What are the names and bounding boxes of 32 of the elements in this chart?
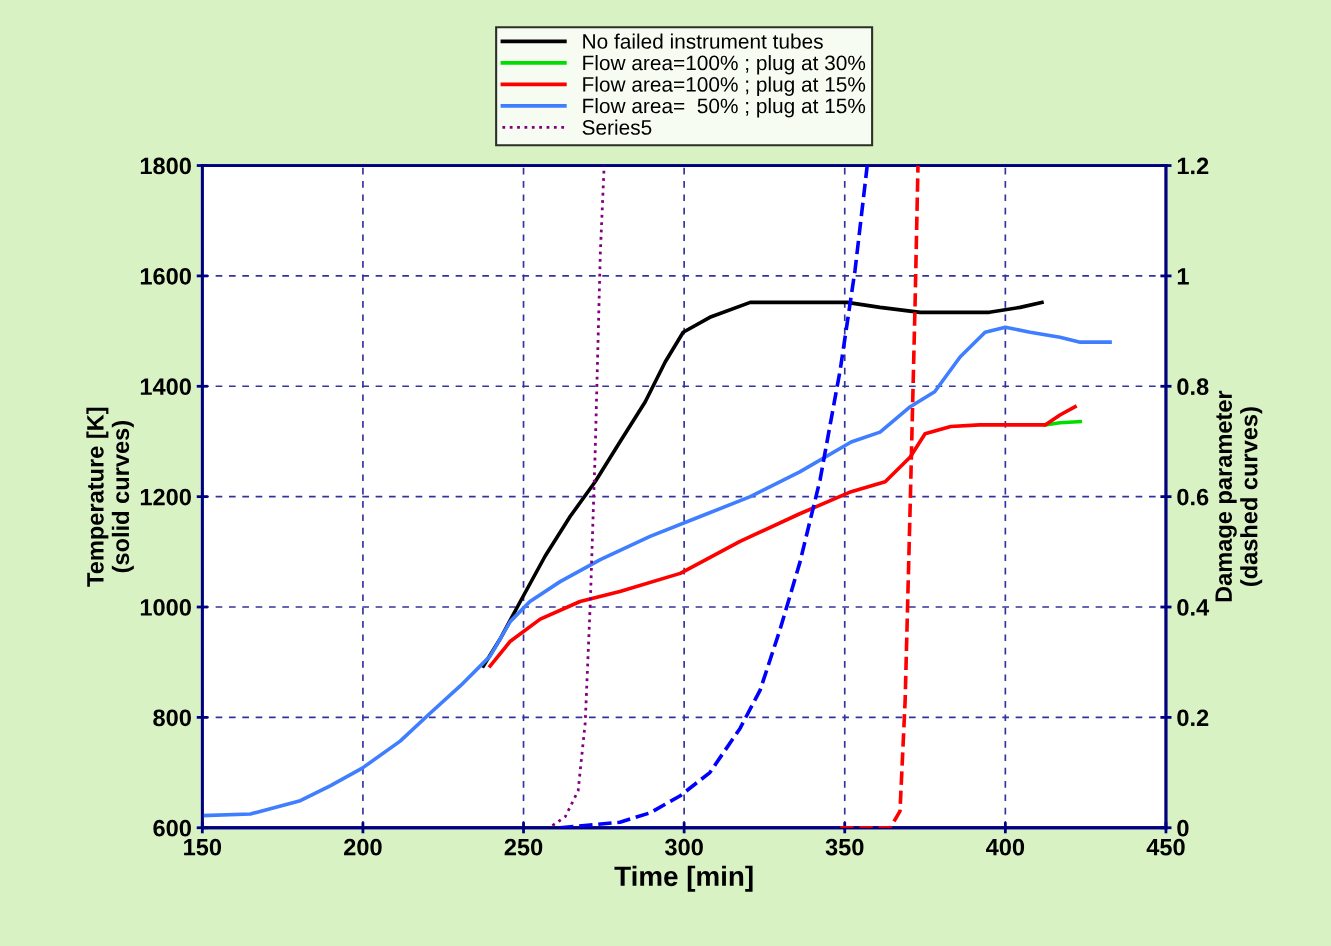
x-tick-label: 200 bbox=[344, 838, 382, 856]
y2-tick-label: 1 bbox=[1177, 268, 1189, 285]
y2-tick-label: 1.2 bbox=[1177, 157, 1209, 175]
y2-tick-label: 0.8 bbox=[1177, 378, 1209, 396]
line-series bbox=[202, 325, 1112, 818]
y2-tick-label: 0.2 bbox=[1177, 709, 1209, 727]
x-tick-label: 450 bbox=[1146, 838, 1185, 856]
y2-axis-title: Damage parameter (dashed curves) bbox=[1215, 390, 1263, 602]
x-tick-label: 400 bbox=[986, 838, 1025, 856]
y2-tick-label: 0 bbox=[1177, 819, 1189, 837]
legend-label: Flow area= 50% ; plug at 15% bbox=[583, 98, 866, 118]
legend-label: Flow area=100% ; plug at 30% bbox=[583, 55, 866, 75]
x-tick-label: 300 bbox=[664, 838, 703, 856]
x-tick-label: 350 bbox=[825, 838, 864, 856]
line-series bbox=[481, 300, 1044, 668]
y-tick-label: 1600 bbox=[140, 267, 191, 285]
x-tick-label: 250 bbox=[504, 838, 543, 856]
line-series bbox=[558, 165, 870, 828]
y2-tick-label: 0.4 bbox=[1177, 599, 1210, 616]
y-tick-label: 600 bbox=[153, 819, 191, 837]
y-axis-title: Temperature [K] (solid curves) bbox=[86, 407, 134, 587]
y-tick-label: 1400 bbox=[140, 378, 191, 396]
legend-label: Flow area=100% ; plug at 15% bbox=[583, 76, 866, 96]
y-tick-label: 800 bbox=[153, 709, 191, 727]
y-tick-label: 1000 bbox=[140, 599, 191, 616]
x-tick-label: 150 bbox=[184, 838, 222, 856]
y2-tick-label: 0.6 bbox=[1177, 488, 1209, 506]
y-tick-label: 1800 bbox=[140, 157, 191, 175]
x-axis-title: Time [min] bbox=[614, 865, 753, 892]
legend-label: Series5 bbox=[582, 119, 652, 135]
y-tick-label: 1200 bbox=[140, 488, 191, 506]
legend-label: No failed instrument tubes bbox=[583, 33, 823, 49]
